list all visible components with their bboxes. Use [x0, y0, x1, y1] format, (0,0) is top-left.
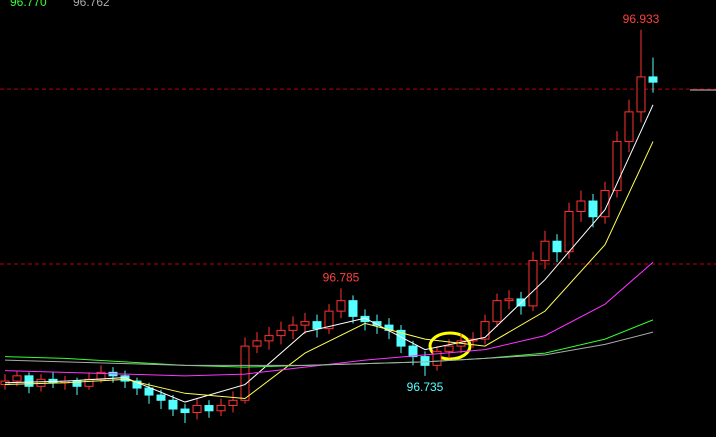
candle-body — [480, 321, 490, 340]
moving-average — [4, 104, 654, 403]
candle-body — [204, 405, 214, 412]
candle-body — [120, 375, 130, 382]
candle-body — [24, 375, 34, 387]
candle-body — [588, 200, 598, 218]
candle-body — [552, 240, 562, 253]
candle-body — [84, 378, 94, 387]
candle-body — [240, 345, 250, 401]
candle-body — [276, 329, 286, 337]
candle-body — [72, 380, 82, 387]
candle-body — [576, 200, 586, 213]
candle-body — [336, 300, 346, 312]
candle-body — [36, 378, 46, 387]
candle-body — [228, 399, 238, 407]
candle-body — [300, 321, 310, 326]
candle-body — [252, 340, 262, 347]
candle-body — [612, 141, 622, 192]
candle-body — [216, 405, 226, 412]
candle-body — [180, 408, 190, 414]
candle-body — [168, 399, 178, 410]
candle-body — [144, 387, 154, 396]
candle-body — [600, 190, 610, 218]
last-price: 96.770 — [10, 0, 47, 9]
candle-body — [636, 76, 646, 113]
candle-body — [540, 240, 550, 261]
candle-body — [420, 356, 430, 366]
moving-average — [4, 331, 654, 366]
candle-body — [192, 405, 202, 414]
price-annotation: 96.785 — [323, 271, 360, 285]
candle-body — [264, 335, 274, 342]
candle-body — [564, 211, 574, 253]
ref-price: 96.762 — [73, 0, 110, 9]
moving-average — [4, 141, 654, 400]
candle-body — [12, 375, 22, 382]
candle-body — [504, 298, 514, 302]
candle-body — [348, 300, 358, 317]
candle-body — [408, 345, 418, 358]
candle-body — [396, 329, 406, 347]
price-annotation: 96.933 — [623, 12, 660, 26]
candle-body — [372, 321, 382, 326]
candle-body — [312, 321, 322, 330]
candle-body — [444, 345, 454, 352]
candle-body — [648, 76, 658, 83]
candle-body — [432, 350, 442, 366]
candle-body — [156, 394, 166, 401]
price-annotation: 96.735 — [407, 380, 444, 394]
highlight-circle — [428, 331, 472, 361]
candle-body — [324, 310, 334, 330]
candle-body — [492, 300, 502, 323]
candle-body — [528, 259, 538, 307]
moving-average — [4, 261, 654, 377]
candle-body — [624, 111, 634, 143]
candle-body — [288, 324, 298, 331]
